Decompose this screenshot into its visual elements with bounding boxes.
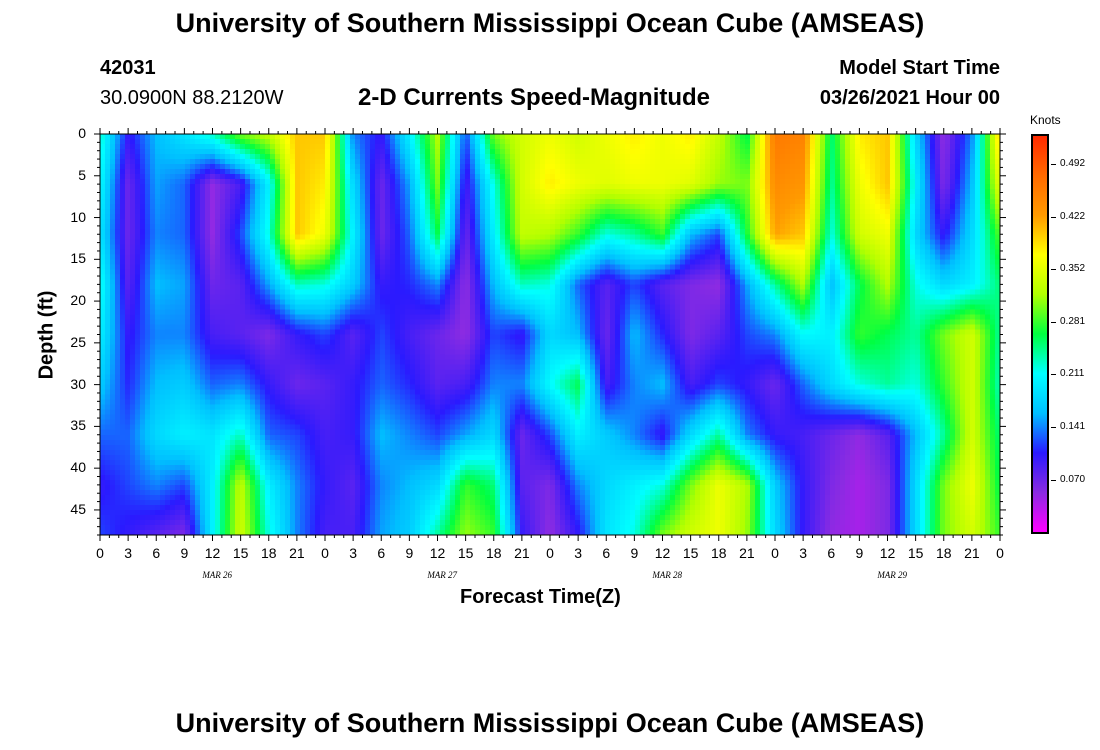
x-tick-label: 9 — [855, 545, 864, 561]
date-label: MAR 26 — [202, 570, 233, 580]
page-title: University of Southern Mississippi Ocean… — [175, 8, 925, 38]
x-tick-label: 21 — [964, 545, 980, 561]
x-tick-label: 0 — [771, 545, 779, 561]
x-tick-label: 15 — [457, 545, 474, 561]
colorbar-tick-label: 0.211 — [1060, 368, 1085, 380]
speed-heatmap — [100, 134, 1000, 535]
colorbar-tick-mark — [1051, 374, 1056, 376]
station-coords: 30.0900N 88.2120W — [100, 87, 284, 109]
y-tick-label: 20 — [70, 292, 86, 309]
y-tick-label: 45 — [70, 500, 86, 517]
date-label: MAR 27 — [427, 570, 458, 580]
x-tick-label: 0 — [96, 545, 104, 561]
x-tick-label: 18 — [260, 545, 277, 561]
x-tick-label: 6 — [152, 545, 161, 561]
x-tick-label: 15 — [682, 545, 699, 561]
x-tick-label: 18 — [935, 545, 952, 561]
x-tick-label: 3 — [124, 545, 133, 561]
colorbar-tick-mark — [1051, 426, 1056, 428]
colorbar-tick-label: 0.281 — [1060, 316, 1086, 328]
colorbar-tick-mark — [1051, 479, 1056, 481]
colorbar-tick-mark — [1051, 216, 1056, 218]
x-axis-ticks — [99, 128, 1001, 541]
x-tick-label: 9 — [405, 545, 414, 561]
x-tick-label: 18 — [485, 545, 502, 561]
x-tick-label: 12 — [429, 545, 446, 561]
x-tick-label: 3 — [349, 545, 358, 561]
x-tick-label: 21 — [514, 545, 530, 561]
x-tick-label: 12 — [204, 545, 221, 561]
y-axis-ticks — [94, 133, 1006, 536]
y-tick-label: 0 — [78, 125, 86, 141]
x-tick-label: 6 — [377, 545, 386, 561]
y-tick-label: 10 — [70, 208, 86, 225]
colorbar-tick-mark — [1051, 164, 1056, 166]
x-tick-label: 0 — [546, 545, 554, 561]
station-id: 42031 — [100, 57, 156, 79]
x-tick-label: 0 — [321, 545, 329, 561]
x-tick-label: 9 — [180, 545, 189, 561]
x-axis-label: Forecast Time(Z) — [460, 586, 621, 608]
y-axis-label: Depth (ft) — [35, 290, 58, 380]
date-label: MAR 29 — [877, 570, 908, 580]
x-tick-label: 21 — [739, 545, 755, 561]
y-tick-label: 25 — [70, 333, 86, 350]
colorbar-tick-label: 0.141 — [1060, 420, 1086, 432]
date-label: MAR 28 — [652, 570, 683, 580]
y-tick-label: 15 — [70, 250, 86, 267]
x-tick-label: 0 — [996, 545, 1004, 561]
x-tick-label: 3 — [574, 545, 583, 561]
x-tick-label: 15 — [907, 545, 924, 561]
y-tick-label: 35 — [70, 417, 86, 434]
x-tick-label: 3 — [799, 545, 808, 561]
model-start-label: Model Start Time — [839, 57, 1000, 79]
colorbar-tick-label: 0.422 — [1060, 210, 1086, 222]
y-tick-label: 5 — [78, 166, 86, 183]
x-tick-label: 6 — [827, 545, 836, 561]
x-tick-label: 9 — [630, 545, 639, 561]
colorbar-tick-mark — [1051, 322, 1056, 324]
colorbar-tick-label: 0.352 — [1060, 262, 1086, 274]
y-tick-label: 40 — [70, 459, 86, 476]
x-tick-label: 12 — [879, 545, 896, 561]
colorbar-tick-label: 0.070 — [1060, 473, 1086, 485]
model-start-value: 03/26/2021 Hour 00 — [819, 87, 1000, 109]
y-tick-label: 30 — [70, 375, 86, 392]
x-tick-label: 15 — [232, 545, 249, 561]
colorbar-unit: Knots — [1030, 113, 1061, 127]
plot-frame — [99, 133, 1001, 536]
x-tick-label: 12 — [654, 545, 671, 561]
colorbar-tick-label: 0.492 — [1060, 158, 1086, 170]
x-tick-label: 18 — [710, 545, 727, 561]
colorbar — [1031, 134, 1049, 534]
x-tick-label: 21 — [289, 545, 305, 561]
footer-title: University of Southern Mississippi Ocean… — [175, 708, 925, 738]
x-tick-label: 6 — [602, 545, 611, 561]
colorbar-tick-mark — [1051, 268, 1056, 270]
chart-title: 2-D Currents Speed-Magnitude — [358, 84, 711, 111]
